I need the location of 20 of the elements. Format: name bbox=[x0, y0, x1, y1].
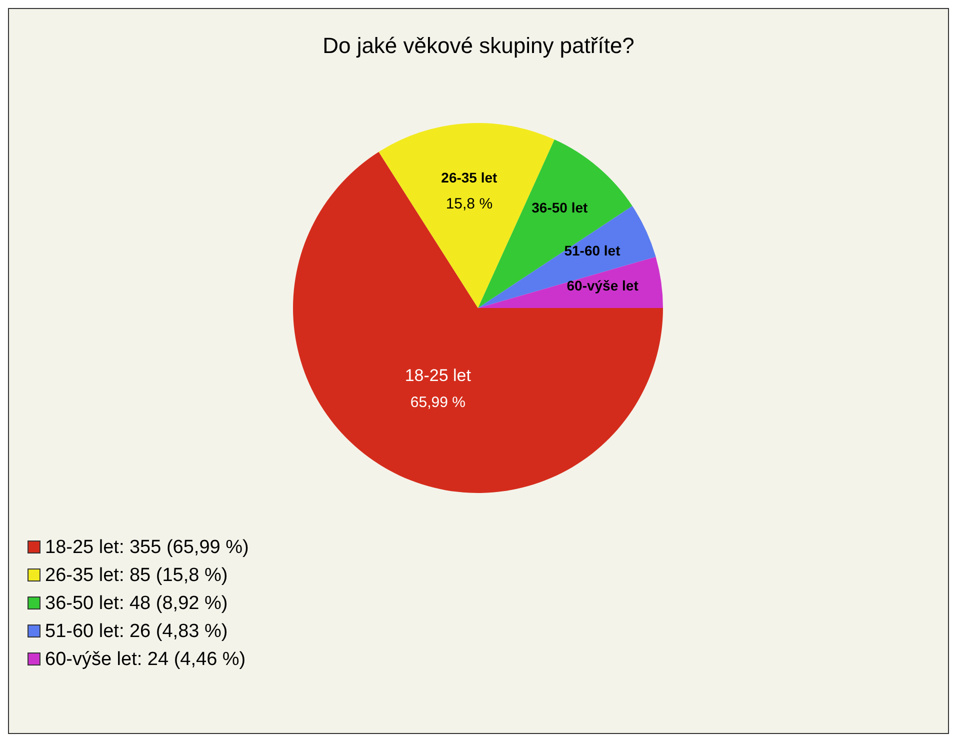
data-label: : 48 (8,92 %) bbox=[118, 593, 228, 614]
slice-label: 51-60 let bbox=[564, 242, 621, 258]
slice-label: 18-25 let bbox=[404, 366, 472, 385]
data-label: : 26 (4,83 %) bbox=[118, 621, 228, 642]
pie-slice bbox=[478, 256, 663, 308]
text: 15,8 % bbox=[446, 196, 493, 213]
legend-label: 36-50 let bbox=[45, 593, 120, 614]
slice-label: 26-35 let bbox=[441, 170, 498, 186]
slice-label: 60-výše let bbox=[566, 277, 639, 294]
data-label: : 85 (15,8 %) bbox=[118, 565, 228, 586]
data-label: : 355 (65,99 %) bbox=[118, 537, 249, 558]
legend-label: 51-60 let bbox=[45, 621, 120, 642]
text: 65,99 % bbox=[410, 394, 466, 411]
pie-slice bbox=[293, 152, 663, 493]
legend-label: 26-35 let bbox=[45, 565, 120, 586]
slice-label: 36-50 let bbox=[532, 199, 588, 216]
legend-label: 60-výše let bbox=[45, 649, 138, 670]
data-label: : 24 (4,46 %) bbox=[136, 649, 246, 670]
legend-label: 18-25 let bbox=[45, 537, 120, 558]
chart-title: Do jaké věkové skupiny patříte? bbox=[322, 33, 634, 58]
